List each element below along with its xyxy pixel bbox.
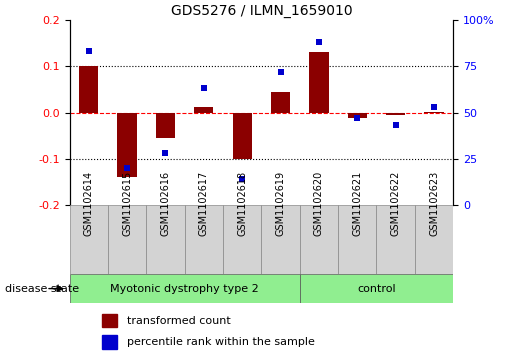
Text: control: control: [357, 284, 396, 294]
Bar: [376, 205, 415, 274]
Point: [84, 49, 93, 54]
Point: [430, 104, 438, 110]
Bar: [108, 205, 146, 274]
Bar: [424, 111, 443, 113]
Text: GSM1102623: GSM1102623: [429, 171, 439, 236]
Bar: [70, 274, 300, 303]
Bar: [300, 205, 338, 274]
Text: percentile rank within the sample: percentile rank within the sample: [128, 337, 315, 347]
Text: GSM1102621: GSM1102621: [352, 171, 362, 236]
Point: [161, 150, 169, 156]
Bar: [415, 205, 453, 274]
Bar: [102, 335, 117, 348]
Bar: [300, 274, 453, 303]
Bar: [146, 205, 184, 274]
Bar: [184, 205, 223, 274]
Bar: [194, 107, 213, 113]
Bar: [233, 113, 252, 159]
Title: GDS5276 / ILMN_1659010: GDS5276 / ILMN_1659010: [170, 4, 352, 17]
Text: Myotonic dystrophy type 2: Myotonic dystrophy type 2: [110, 284, 259, 294]
Bar: [156, 113, 175, 138]
Text: transformed count: transformed count: [128, 316, 231, 326]
Point: [391, 123, 400, 129]
Point: [238, 176, 246, 182]
Point: [200, 86, 208, 91]
Text: GSM1102616: GSM1102616: [161, 171, 170, 236]
Bar: [79, 66, 98, 113]
Bar: [102, 314, 117, 327]
Text: GSM1102619: GSM1102619: [276, 171, 285, 236]
Text: GSM1102615: GSM1102615: [122, 171, 132, 236]
Bar: [271, 92, 290, 113]
Bar: [338, 205, 376, 274]
Point: [123, 165, 131, 171]
Bar: [117, 113, 136, 177]
Bar: [386, 113, 405, 115]
Point: [315, 39, 323, 45]
Point: [277, 69, 285, 75]
Bar: [261, 205, 300, 274]
Bar: [70, 205, 108, 274]
Text: disease state: disease state: [5, 284, 79, 294]
Text: GSM1102622: GSM1102622: [391, 171, 401, 236]
Bar: [310, 52, 329, 113]
Text: GSM1102618: GSM1102618: [237, 171, 247, 236]
Text: GSM1102620: GSM1102620: [314, 171, 324, 236]
Text: GSM1102617: GSM1102617: [199, 171, 209, 236]
Point: [353, 115, 362, 121]
Text: GSM1102614: GSM1102614: [84, 171, 94, 236]
Bar: [223, 205, 261, 274]
Bar: [348, 113, 367, 118]
